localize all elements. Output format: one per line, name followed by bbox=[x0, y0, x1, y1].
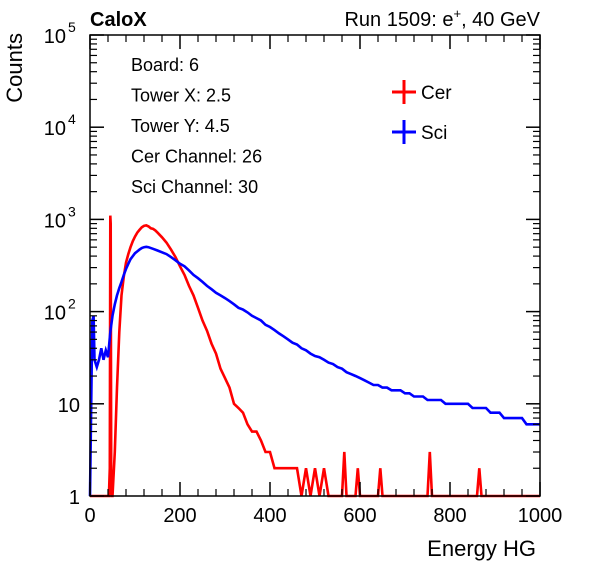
y-axis-label: Counts bbox=[2, 33, 27, 103]
legend-label-sci: Sci bbox=[421, 123, 447, 144]
info-line: Board: 6 bbox=[131, 55, 199, 75]
info-box: Board: 6 Tower X: 2.5 Tower Y: 4.5 Cer Chan… bbox=[131, 55, 262, 197]
y-tick-exponent: 2 bbox=[68, 296, 76, 312]
x-tick-label: 800 bbox=[433, 505, 466, 527]
info-line: Tower Y: 4.5 bbox=[131, 116, 230, 136]
info-line: Tower X: 2.5 bbox=[131, 86, 231, 106]
y-tick-label: 1 bbox=[69, 487, 80, 509]
x-tick-label: 400 bbox=[253, 505, 286, 527]
title-right-main: Run 1509: e bbox=[344, 9, 453, 31]
y-tick-label: 10 bbox=[44, 303, 66, 325]
plot-frame bbox=[89, 34, 541, 497]
title-right: Run 1509: e+, 40 GeV bbox=[344, 6, 540, 31]
y-tick-label: 10 bbox=[44, 118, 66, 140]
y-tick-exponent: 5 bbox=[68, 19, 76, 35]
x-tick-label: 0 bbox=[84, 505, 95, 527]
legend-label-cer: Cer bbox=[421, 83, 452, 104]
x-tick-label: 600 bbox=[343, 505, 376, 527]
title-right-tail: , 40 GeV bbox=[461, 9, 541, 31]
x-tick-label: 200 bbox=[163, 505, 196, 527]
y-tick-label: 10 bbox=[44, 26, 66, 48]
series-line-sci bbox=[88, 245, 540, 497]
info-line: Sci Channel: 30 bbox=[131, 177, 258, 197]
x-axis-label: Energy HG bbox=[427, 536, 536, 561]
title-right-superscript: + bbox=[453, 6, 461, 21]
info-line: Cer Channel: 26 bbox=[131, 147, 262, 167]
y-tick-label: 10 bbox=[44, 210, 66, 232]
x-tick-label: 1000 bbox=[518, 505, 563, 527]
y-tick-label: 10 bbox=[58, 395, 80, 417]
title-left: CaloX bbox=[90, 9, 147, 31]
legend: Cer Sci bbox=[392, 80, 452, 144]
y-tick-exponent: 4 bbox=[68, 111, 76, 127]
y-tick-exponent: 3 bbox=[68, 203, 76, 219]
